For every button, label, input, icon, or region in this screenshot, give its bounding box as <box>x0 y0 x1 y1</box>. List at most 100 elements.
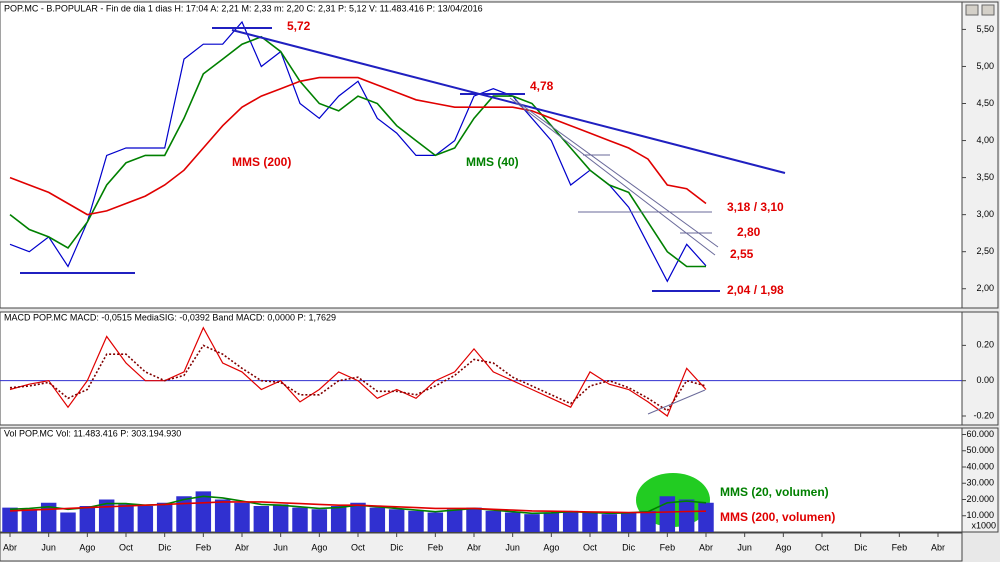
volume-bar <box>485 510 502 532</box>
volume-bar <box>640 510 656 532</box>
annotation: 4,78 <box>530 79 554 93</box>
window-button[interactable] <box>981 4 995 16</box>
panel-title: Vol POP.MC Vol: 11.483.416 P: 303.194.93… <box>4 428 181 438</box>
x-tick-label: Dic <box>390 542 403 552</box>
x-tick-label: Feb <box>892 542 908 552</box>
y-tick-label: 4,50 <box>976 98 994 108</box>
y-tick-label: 0.20 <box>976 340 994 350</box>
x-tick-label: Dic <box>622 542 635 552</box>
x-tick-label: Feb <box>428 542 444 552</box>
trend-line <box>231 29 786 174</box>
volume-bar <box>176 496 192 532</box>
volume-bar <box>698 502 714 532</box>
x-tick-label: Dic <box>854 542 867 552</box>
y-tick-label: 60.000 <box>966 429 994 439</box>
y-tick-label: 50.000 <box>966 445 994 455</box>
trend-lines <box>20 27 786 292</box>
volume-axis-area <box>961 427 999 533</box>
x-tick-label: Ago <box>543 542 559 552</box>
volume-bar <box>543 512 560 532</box>
y-tick-label: 4,00 <box>976 135 994 145</box>
volume-bar <box>311 509 328 532</box>
y-tick-label: 10.000 <box>966 510 994 520</box>
volume-bar <box>408 510 424 532</box>
y-tick-label: 2,00 <box>976 283 994 293</box>
y-tick-label: 3,00 <box>976 209 994 219</box>
y-tick-label: 2,50 <box>976 246 994 256</box>
support-line <box>647 389 706 415</box>
x-tick-label: Oct <box>351 542 366 552</box>
volume-bar <box>427 512 444 532</box>
annotation: 3,18 / 3,10 <box>727 200 784 214</box>
volume-bar <box>388 509 405 532</box>
volume-bar <box>195 491 212 532</box>
volume-bar <box>524 514 540 532</box>
volume-bar <box>620 512 637 532</box>
series-line <box>9 344 707 412</box>
series-line <box>9 501 707 514</box>
macd-axis-area <box>961 311 999 426</box>
volume-bar <box>156 502 173 532</box>
macd-plot <box>0 311 963 426</box>
volume-bar <box>369 507 386 532</box>
y-tick-label: 5,50 <box>976 24 994 34</box>
x-tick-label: Feb <box>660 542 676 552</box>
support-lines <box>509 97 719 415</box>
x-tick-label: Jun <box>41 542 56 552</box>
volume-bar <box>21 509 38 532</box>
y-tick-label: 20.000 <box>966 494 994 504</box>
volume-bar <box>79 506 96 532</box>
volume-bar <box>350 502 366 532</box>
annotation: 2,80 <box>737 225 761 239</box>
series-label: MMS (40) <box>466 155 519 169</box>
annotation: 2,04 / 1,98 <box>727 283 784 297</box>
window-button[interactable] <box>965 4 979 16</box>
x-tick-label: Oct <box>815 542 830 552</box>
series-label: MMS (200) <box>232 155 291 169</box>
x-tick-label: Feb <box>196 542 212 552</box>
support-line <box>509 97 716 256</box>
y-tick-label: 30.000 <box>966 478 994 488</box>
x-tick-label: Jun <box>737 542 752 552</box>
y-tick-label: -0.20 <box>973 410 994 420</box>
series-label: MMS (20, volumen) <box>720 485 829 499</box>
marks: Abr Jun Ago Oct Dic Feb Abr Jun Ago Oct Dic Feb Abr J… <box>0 3 996 552</box>
volume-bar <box>562 510 579 532</box>
y-tick-label: 5,00 <box>976 61 994 71</box>
volume-bar <box>601 514 618 532</box>
volume-bar <box>272 504 289 532</box>
price-axis-area <box>961 1 999 309</box>
volume-bar <box>292 507 308 532</box>
x-tick-label: Abr <box>699 542 713 552</box>
volume-bar <box>582 512 598 532</box>
panel-title: POP.MC - B.POPULAR - Fin de dia 1 dias H… <box>4 3 483 13</box>
x-tick-label: Ago <box>775 542 791 552</box>
series-line <box>9 76 707 216</box>
series-label: MMS (200, volumen) <box>720 510 835 524</box>
x-tick-label: Oct <box>583 542 598 552</box>
volume-bar <box>118 504 134 532</box>
x-tick-label: Dic <box>158 542 171 552</box>
series-line <box>9 35 706 268</box>
volume-bar <box>137 506 154 532</box>
annotation: 5,72 <box>287 19 311 33</box>
volume-bar <box>2 507 18 532</box>
volume-bar <box>234 502 250 532</box>
annotation: 2,55 <box>730 247 754 261</box>
volume-bar <box>504 512 521 532</box>
x-axis-area <box>0 532 963 562</box>
y-tick-label: 0.00 <box>976 375 994 385</box>
x-tick-label: Ago <box>311 542 327 552</box>
x-tick-label: Abr <box>931 542 945 552</box>
support-line <box>514 99 719 248</box>
y-tick-label: 3,50 <box>976 172 994 182</box>
volume-bar <box>446 509 463 532</box>
volume-bar <box>330 506 347 532</box>
volume-bar <box>60 512 76 532</box>
x-tick-label: Abr <box>467 542 481 552</box>
volume-bar <box>678 499 695 532</box>
x-tick-label: Ago <box>79 542 95 552</box>
y-tick-label: 40.000 <box>966 461 994 471</box>
volume-bar <box>466 507 482 532</box>
